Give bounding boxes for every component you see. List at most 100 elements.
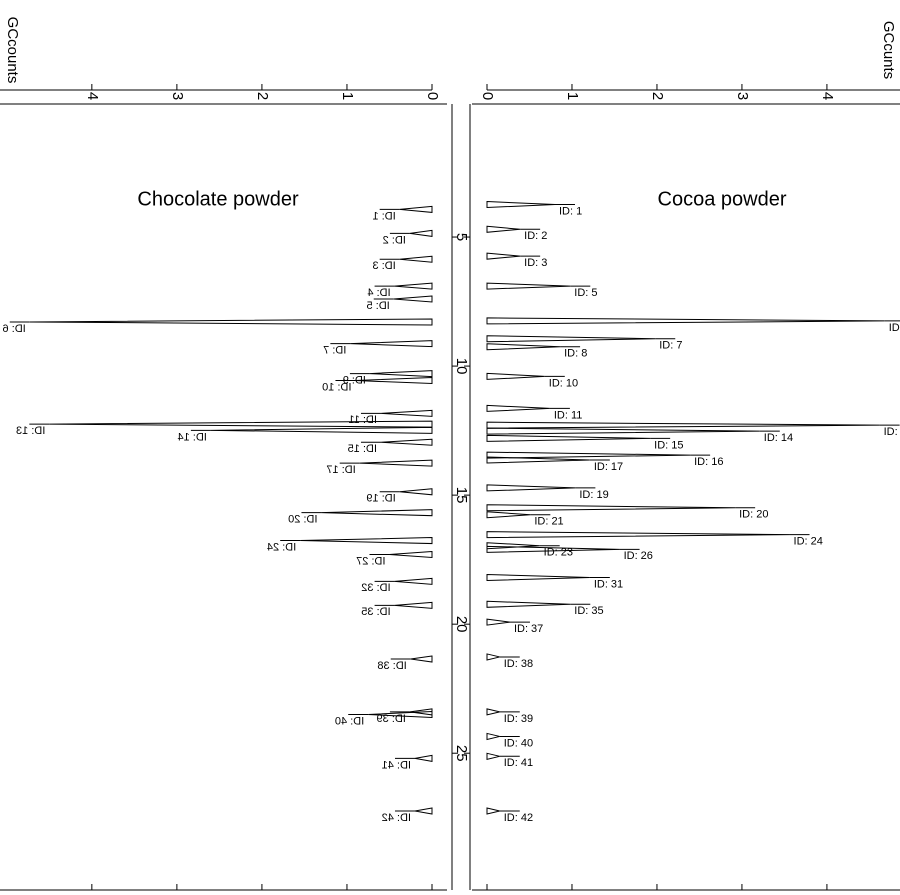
peak [486,343,561,351]
x-tick-label: 0 [424,92,441,100]
x-tick-label: 2 [254,92,271,100]
peak-label: ID: 2 [383,234,406,246]
peak-label: ID: 40 [335,715,364,727]
peak-label: ID: 40 [504,737,533,749]
peak-label: ID: 5 [366,300,389,312]
peak [486,252,521,260]
peak [486,807,500,815]
peak-label: ID: 10 [549,377,578,389]
peak [210,426,433,434]
peak-label: ID: 20 [739,509,768,521]
peak-label: ID: 3 [524,257,547,269]
peak-label: ID: 27 [356,555,385,567]
peak [399,205,433,213]
peak [486,531,790,539]
peak-label: ID: 42 [504,812,533,824]
x-tick-label: 3 [734,92,751,100]
peak [380,409,433,417]
peak [486,372,545,380]
y-tick-label: 20 [453,616,470,633]
peak-label: ID: 23 [544,547,573,559]
peak-label: ID: 24 [794,536,823,548]
peak [399,255,433,263]
peak-label: ID: 41 [504,757,533,769]
peak [486,427,760,435]
peak-label: ID: 24 [267,541,296,553]
chart-title: Cocoa powder [658,188,787,210]
peak-label: ID: 5 [574,287,597,299]
peak-label: ID: 6 [3,323,26,335]
peak-label: ID: 7 [323,345,346,357]
x-tick-label: 1 [339,92,356,100]
peak [486,484,576,492]
peak-label: ID: 17 [594,461,623,473]
peak-label: ID: 26 [624,550,653,562]
peak-label: ID: 38 [504,658,533,670]
peak [486,404,550,412]
peak [410,655,433,663]
peak [414,807,433,815]
peak [49,420,433,428]
peak [486,653,500,661]
peak [355,377,433,385]
peak [486,511,531,519]
axis-label: GCcunts [880,21,897,79]
peak-label: ID: 38 [377,660,406,672]
peak-label: ID: 21 [534,516,563,528]
peak [394,601,433,609]
peak-label: ID: 35 [574,605,603,617]
peak-label: ID: 7 [659,340,682,352]
peak [380,438,433,446]
peak-label: ID: 2 [524,230,547,242]
y-tick-label: 25 [453,745,470,762]
peak [321,509,433,517]
peak-label: ID: 19 [366,493,395,505]
peak-label: ID: 17 [326,464,355,476]
peak [486,451,691,459]
peak [300,537,433,545]
peak [486,434,651,442]
peak-label: ID: 39 [504,713,533,725]
x-tick-label: 4 [819,92,836,100]
peak [486,317,885,325]
peak [394,282,433,290]
peak [486,225,521,233]
peak-label: ID: 32 [361,582,390,594]
x-tick-label: 2 [649,92,666,100]
peak [486,421,880,429]
peak [486,282,571,290]
peak [394,577,433,585]
peak-label: ID: 14 [764,432,793,444]
peak [486,708,500,716]
peak-label: ID: 1 [559,205,582,217]
peak-label: ID: 6 [889,322,900,334]
peak [414,754,433,762]
peak-label: ID: 16 [694,456,723,468]
peak-label: ID: 35 [361,606,390,618]
peak-label: ID: 13 [16,425,45,437]
peak-label: ID: 1 [372,210,395,222]
peak [486,545,620,553]
peak [486,600,571,608]
peak [486,618,511,626]
peak [486,573,590,581]
peak [369,370,433,378]
peak [368,710,433,719]
peak-label: ID: 13 [884,426,900,438]
peak-label: ID: 10 [322,381,351,393]
peak-label: ID: 4 [367,287,390,299]
peak-label: ID: 8 [564,348,587,360]
x-tick-label: 1 [564,92,581,100]
peak-label: ID: 11 [348,414,377,426]
peak [350,340,433,348]
peak [389,550,433,559]
peak [486,504,736,512]
peak-label: ID: 41 [382,759,411,771]
peak [409,229,433,238]
peak-label: ID: 19 [579,489,608,501]
peak [399,488,433,496]
chart-title: Chocolate powder [137,188,299,210]
peak [486,732,500,741]
